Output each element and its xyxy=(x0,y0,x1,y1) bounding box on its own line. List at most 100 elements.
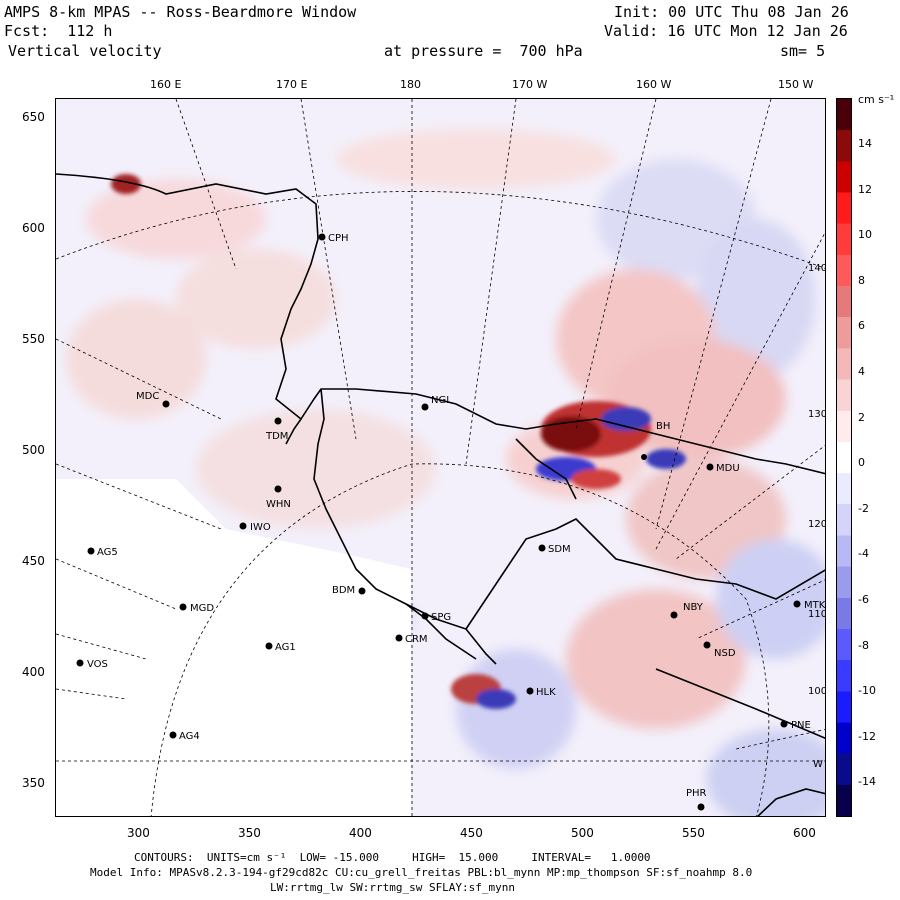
station-ag5[interactable]: AG5 xyxy=(87,547,118,558)
station-cph[interactable]: CPH xyxy=(318,233,349,244)
variable-name: Vertical velocity xyxy=(8,42,162,60)
lon-label-right: 130 W xyxy=(808,409,826,420)
map-panel[interactable]: CPH NGL MDC TDM WHN IWO AG5 MGD BDM AG1 … xyxy=(55,98,826,817)
colorbar-label: 0 xyxy=(858,456,865,470)
colorbar-label: 4 xyxy=(858,365,865,378)
pressure-level: at pressure = 700 hPa xyxy=(384,42,583,60)
colorbar-label: 12 xyxy=(858,182,872,196)
physics-info: LW:rrtmg_lw SW:rrtmg_sw SFLAY:sf_mynn xyxy=(270,881,516,894)
station-hlk[interactable]: HLK xyxy=(526,687,557,698)
no-data-region xyxy=(56,479,411,816)
y-tick: 400 xyxy=(22,665,45,679)
colorbar-label: 10 xyxy=(858,228,872,242)
x-tick: 550 xyxy=(682,826,705,840)
lon-label-right: 100 W xyxy=(808,686,826,697)
colorbar-label: -2 xyxy=(858,501,869,515)
map-svg: CPH NGL MDC TDM WHN IWO AG5 MGD BDM AG1 … xyxy=(56,99,826,816)
y-tick: 500 xyxy=(22,443,45,457)
station-ngl[interactable]: NGL xyxy=(421,395,453,411)
lon-label: 170 W xyxy=(512,78,548,91)
colorbar-label: -6 xyxy=(858,593,869,606)
lon-label: 160 E xyxy=(150,78,182,91)
svg-text:PNE: PNE xyxy=(791,720,811,731)
svg-text:BH: BH xyxy=(656,421,670,432)
svg-text:CRM: CRM xyxy=(405,634,428,645)
station-mtk[interactable]: MTK xyxy=(793,600,826,611)
svg-text:NGL: NGL xyxy=(431,395,452,406)
station-spg[interactable]: SPG xyxy=(421,612,452,623)
updraft-core xyxy=(111,174,686,709)
colorbar-label: -10 xyxy=(858,684,876,698)
smoothing: sm= 5 xyxy=(780,42,826,60)
svg-text:MDC: MDC xyxy=(136,391,159,402)
y-tick: 550 xyxy=(22,332,45,346)
lon-label: 180 xyxy=(400,78,421,91)
svg-text:VOS: VOS xyxy=(87,659,108,670)
station-nby[interactable]: NBY xyxy=(670,602,704,619)
colorbar-units: cm s⁻¹ xyxy=(858,93,895,106)
lon-label-right: 140 W xyxy=(808,263,826,274)
station-mdu[interactable]: MDU xyxy=(706,463,740,474)
lon-label-right: 120 W xyxy=(808,519,826,530)
station-bh[interactable]: BH xyxy=(641,421,670,460)
svg-text:NBY: NBY xyxy=(683,602,704,613)
svg-text:AG5: AG5 xyxy=(97,547,118,558)
station-crm[interactable]: CRM xyxy=(395,634,428,645)
station-bdm[interactable]: BDM xyxy=(332,585,366,596)
init-time: Init: 00 UTC Thu 08 Jan 26 xyxy=(614,3,849,21)
graticule xyxy=(56,99,825,816)
svg-text:AG1: AG1 xyxy=(275,642,296,653)
station-ag1[interactable]: AG1 xyxy=(265,642,296,653)
colorbar-label: -14 xyxy=(858,775,876,789)
svg-text:MDU: MDU xyxy=(716,463,740,474)
x-tick: 350 xyxy=(238,826,261,840)
forecast-hour: Fcst: 112 h xyxy=(4,22,113,40)
x-tick: 450 xyxy=(460,826,483,840)
svg-text:TDM: TDM xyxy=(265,431,288,442)
y-tick: 350 xyxy=(22,776,45,790)
x-tick: 600 xyxy=(793,826,816,840)
lon-label: 170 E xyxy=(276,78,308,91)
x-tick: 300 xyxy=(127,826,150,840)
lon-label-right: 110 W xyxy=(808,609,826,620)
station-mdc[interactable]: MDC xyxy=(136,391,170,408)
svg-text:CPH: CPH xyxy=(328,233,349,244)
station-ag4[interactable]: AG4 xyxy=(169,731,200,742)
station-iwo[interactable]: IWO xyxy=(239,522,271,533)
colorbar-label: 2 xyxy=(858,410,865,424)
colorbar-label: -8 xyxy=(858,638,869,652)
y-tick: 650 xyxy=(22,110,45,124)
svg-text:IWO: IWO xyxy=(250,522,271,533)
svg-text:SPG: SPG xyxy=(431,612,451,623)
svg-text:NSD: NSD xyxy=(714,648,736,659)
velocity-field xyxy=(66,129,825,816)
svg-text:WHN: WHN xyxy=(266,499,291,510)
svg-text:MGD: MGD xyxy=(190,603,214,614)
station-whn[interactable]: WHN xyxy=(266,485,291,511)
svg-text:BDM: BDM xyxy=(332,585,355,596)
lon-label-right: W xyxy=(813,759,823,770)
station-sdm[interactable]: SDM xyxy=(538,544,571,555)
svg-text:HLK: HLK xyxy=(536,687,556,698)
station-tdm[interactable]: TDM xyxy=(265,417,288,443)
y-tick: 600 xyxy=(22,221,45,235)
station-phr[interactable]: PHR xyxy=(686,788,707,811)
svg-text:MTK: MTK xyxy=(804,600,826,611)
station-nsd[interactable]: NSD xyxy=(703,641,736,660)
model-info: Model Info: MPASv8.2.3-194-gf29cd82c CU:… xyxy=(90,866,753,879)
colorbar-label: 14 xyxy=(858,137,872,150)
x-tick: 500 xyxy=(571,826,594,840)
station-pne[interactable]: PNE xyxy=(780,720,811,731)
lon-label: 150 W xyxy=(778,78,814,91)
map-title: AMPS 8-km MPAS -- Ross-Beardmore Window xyxy=(4,3,357,21)
lon-label: 160 W xyxy=(636,78,672,91)
colorbar-label: -4 xyxy=(858,547,869,561)
station-vos[interactable]: VOS xyxy=(76,659,108,670)
svg-text:PHR: PHR xyxy=(686,788,707,799)
svg-text:SDM: SDM xyxy=(548,544,571,555)
svg-text:AG4: AG4 xyxy=(179,731,200,742)
colorbar-label: 8 xyxy=(858,273,865,287)
station-mgd[interactable]: MGD xyxy=(179,603,215,614)
colorbar xyxy=(836,98,852,817)
x-tick: 400 xyxy=(349,826,372,840)
